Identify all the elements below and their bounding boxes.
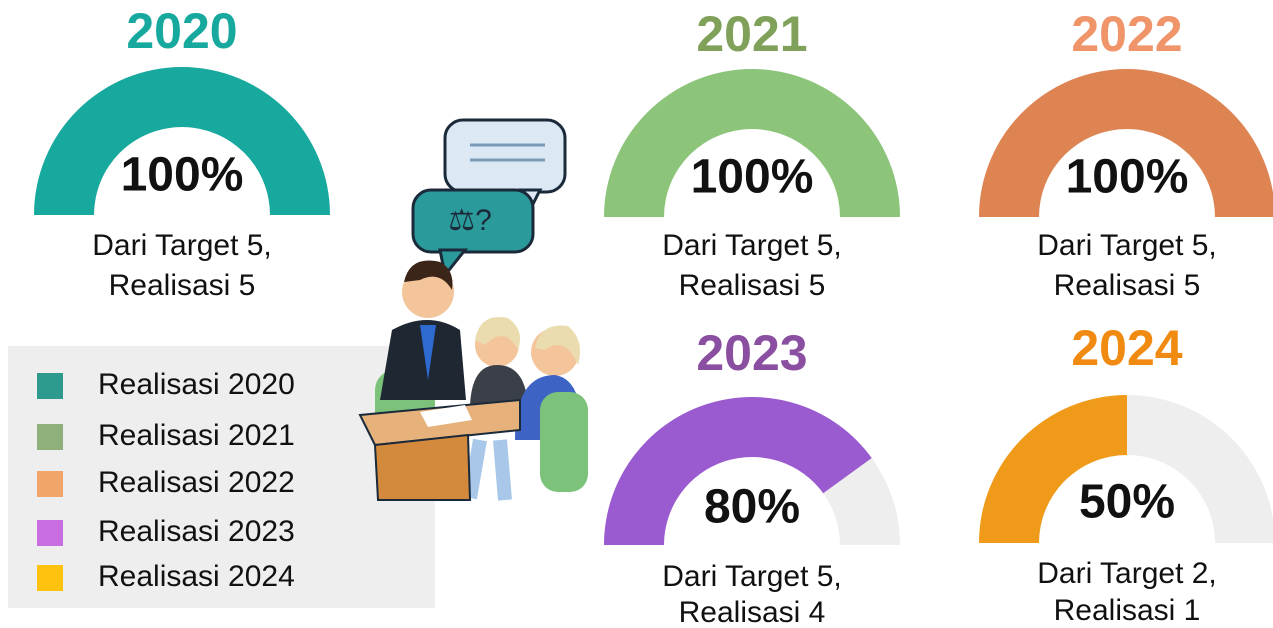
gauge-caption: Dari Target 5, [1037,229,1217,262]
legend-label: Realisasi 2023 [98,515,295,548]
gauge-arc [604,69,900,217]
gauge-title: 2024 [1071,320,1182,376]
gauge-arc [604,397,872,545]
gauge-title: 2022 [1071,6,1182,62]
body [470,365,528,405]
legend-swatch [37,520,63,546]
illustration: ⚖? [358,118,588,501]
gauge-caption: Realisasi 1 [1054,594,1201,627]
legend-swatch [37,424,63,450]
legend-swatch [37,373,63,399]
gauge-value: 100% [121,149,244,202]
gauge-caption: Realisasi 5 [109,269,256,302]
paper [420,405,472,427]
gauge-value: 50% [1079,476,1175,529]
legs [463,438,512,501]
gauge-caption: Realisasi 5 [679,269,826,302]
gauge-caption: Realisasi 5 [1054,269,1201,302]
gauge-caption: Dari Target 5, [92,229,272,262]
legend-label: Realisasi 2022 [98,466,295,499]
gauge-caption: Realisasi 4 [679,596,826,628]
gauge-title: 2023 [696,325,807,381]
legend-box [8,346,435,608]
gauge-caption: Dari Target 5, [662,560,842,593]
chair [540,392,588,492]
gauge-arc [979,395,1127,543]
gauge-title: 2021 [696,6,807,62]
legend-swatch [37,471,63,497]
gauge-caption: Dari Target 5, [662,229,842,262]
gauge-value: 80% [704,481,800,534]
legend-label: Realisasi 2020 [98,368,295,401]
hair [535,325,581,365]
speech-bubble [443,118,567,194]
gauge-caption: Dari Target 2, [1037,557,1217,590]
gauge-value: 100% [691,151,814,204]
legend-label: Realisasi 2024 [98,560,295,593]
legend-label: Realisasi 2021 [98,419,295,452]
hair [404,260,453,290]
gauge-value: 100% [1066,151,1189,204]
suit [380,320,466,400]
scale-icon: ⚖? [448,204,492,237]
tie [420,325,436,380]
gauge-title: 2020 [126,3,237,59]
gauge-arc [34,67,330,215]
desk-front [373,433,472,501]
gauge-arc [979,69,1273,217]
hair [475,316,521,350]
speech-bubble [411,188,535,254]
legend-swatch [37,565,63,591]
